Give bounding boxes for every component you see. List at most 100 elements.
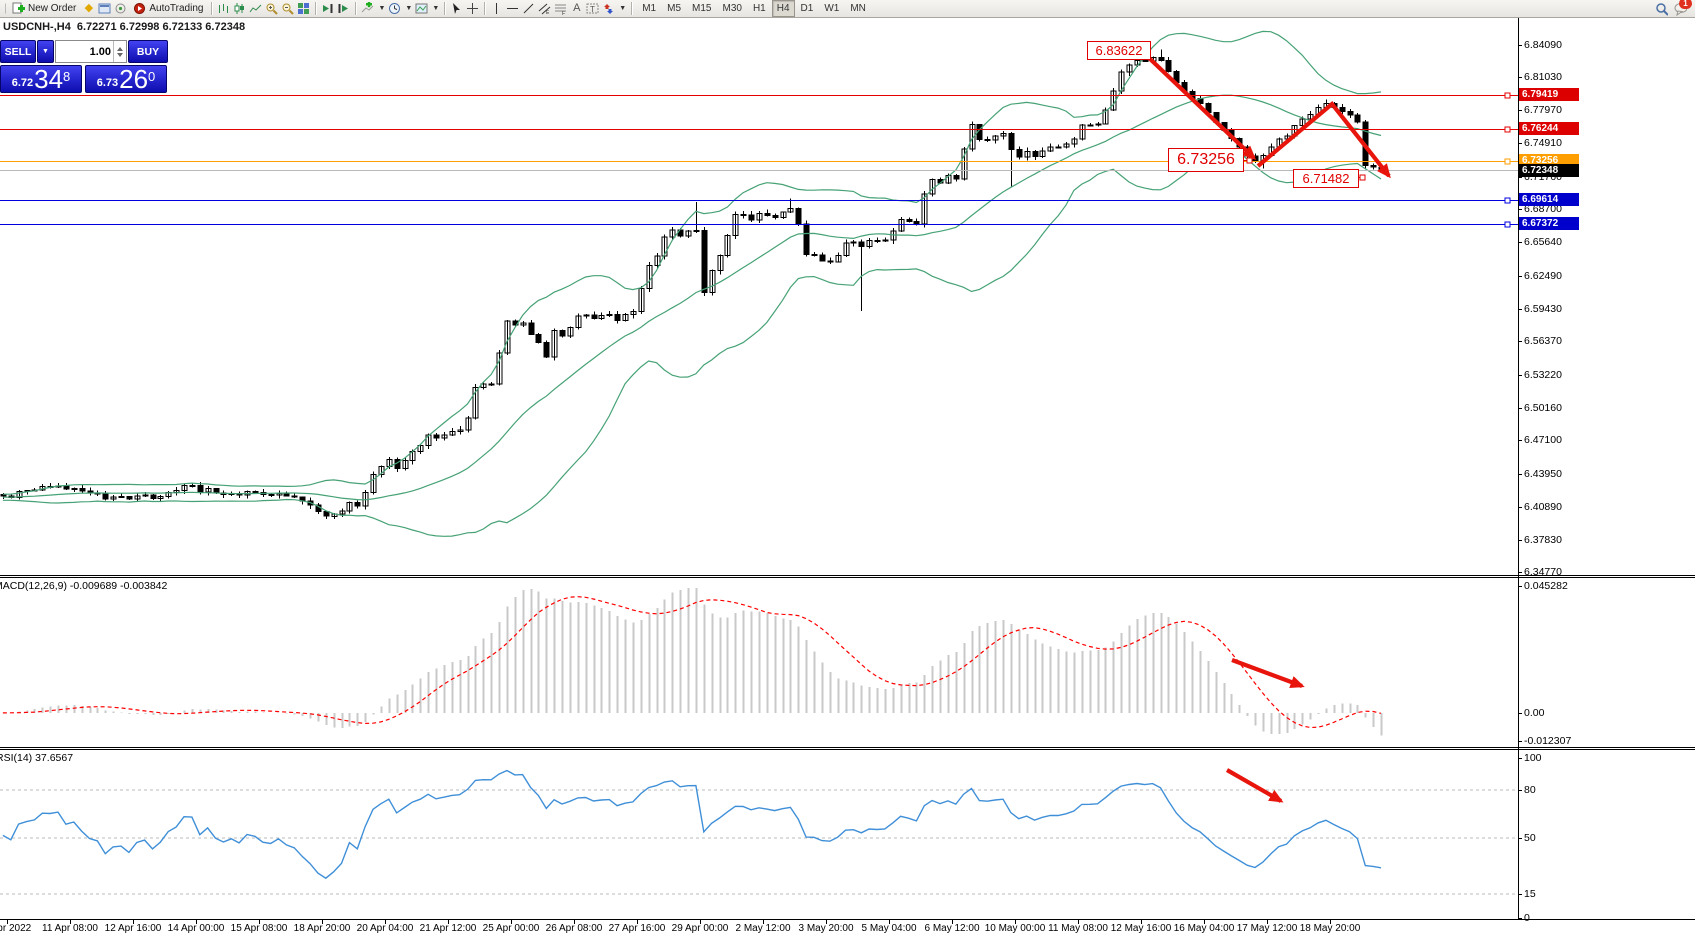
text-tool-icon[interactable]: A	[573, 2, 581, 14]
arrows-tool-icon[interactable]	[602, 2, 615, 15]
templates-icon[interactable]	[415, 2, 428, 15]
chart-line-icon[interactable]	[249, 2, 262, 15]
templates-caret[interactable]: ▼	[432, 5, 440, 12]
price-axis-label: 6.43950	[1524, 468, 1562, 481]
tab-timeframe-w1[interactable]: W1	[824, 3, 840, 14]
autotrading-button[interactable]: AutoTrading	[130, 1, 206, 16]
spin-down-icon[interactable]	[117, 52, 123, 57]
time-axis-label: 27 Apr 16:00	[608, 923, 666, 934]
tab-timeframe-m1[interactable]: M1	[642, 3, 657, 14]
rsi-axis-label: 0	[1524, 912, 1530, 924]
sell-price-big: 34	[34, 64, 64, 94]
symbol-header: USDCNH-,H4 6.72271 6.72998 6.72133 6.7234…	[3, 21, 251, 33]
indicators-caret[interactable]: ▼	[378, 5, 386, 12]
tab-timeframe-m15[interactable]: M15	[692, 3, 712, 14]
chart-bars-icon[interactable]	[217, 2, 230, 15]
tab-timeframe-h1[interactable]: H1	[752, 3, 766, 14]
auto-scroll-icon[interactable]	[321, 2, 334, 15]
cursor-icon[interactable]	[450, 2, 463, 15]
time-axis-label: 16 May 04:00	[1173, 923, 1235, 934]
macd-pane-label: MACD(12,26,9) -0.009689 -0.003842	[0, 580, 168, 592]
periods-icon[interactable]	[388, 2, 401, 15]
order-options-caret[interactable]: ▼	[37, 40, 54, 63]
buy-price-big: 26	[119, 64, 149, 94]
zoom-in-icon[interactable]	[265, 2, 279, 15]
horizontal-line-tool-icon[interactable]	[506, 2, 519, 15]
fibonacci-icon[interactable]: F	[554, 2, 567, 15]
separator	[315, 2, 317, 15]
equidistant-channel-icon[interactable]: E	[538, 2, 551, 15]
toolbar: New Order ◆ AutoTrading ▼ ▼ ▼ E F A T ▼ …	[0, 0, 1695, 18]
tab-timeframe-m5[interactable]: M5	[667, 3, 682, 14]
time-axis-label: 8 Apr 2022	[0, 923, 32, 934]
price-axis-label: 6.74910	[1524, 136, 1562, 149]
autotrading-label: AutoTrading	[149, 3, 204, 14]
price-annotation: 6.71482	[1293, 169, 1359, 188]
time-axis-label: 2 May 12:00	[735, 923, 791, 934]
price-axis-label: 6.37830	[1524, 533, 1562, 546]
zoom-out-icon[interactable]	[281, 2, 295, 15]
price-annotation: 6.73256	[1168, 148, 1244, 172]
trendline-tool-icon[interactable]	[522, 2, 535, 15]
spin-up-icon[interactable]	[117, 46, 123, 51]
svg-text:E: E	[546, 10, 550, 15]
time-axis-label: 18 Apr 20:00	[293, 923, 351, 934]
time-axis-label: 26 Apr 08:00	[545, 923, 603, 934]
time-axis-label: 21 Apr 12:00	[419, 923, 477, 934]
price-axis-label: 6.65640	[1524, 236, 1562, 249]
price-level-badge: 6.76244	[1519, 122, 1579, 136]
buy-button[interactable]: BUY	[128, 40, 168, 63]
buy-price-tile[interactable]: 6.73 26 0	[85, 65, 167, 93]
time-axis-label: 15 Apr 08:00	[230, 923, 288, 934]
new-order-button[interactable]: New Order	[9, 1, 79, 16]
chart-shift-icon[interactable]	[337, 2, 350, 15]
candles-layer	[0, 49, 1385, 520]
macd-histogram-layer	[2, 588, 1383, 736]
time-axis-label: 10 May 00:00	[984, 923, 1046, 934]
sell-button[interactable]: SELL	[0, 40, 36, 63]
price-axis-label: 6.40890	[1524, 500, 1562, 513]
tab-timeframe-mn[interactable]: MN	[850, 3, 866, 14]
tab-timeframe-m30[interactable]: M30	[722, 3, 742, 14]
toolbar-right-group: 1	[1655, 0, 1695, 16]
macd-axis-label: -0.012307	[1524, 735, 1572, 747]
volume-spinner[interactable]	[113, 41, 126, 62]
signal-icon[interactable]	[114, 2, 127, 15]
indicators-icon[interactable]	[361, 2, 374, 15]
chart-candles-icon[interactable]	[233, 2, 246, 15]
symbol-name: USDCNH-,H4	[3, 21, 71, 33]
tab-timeframe-d1[interactable]: D1	[800, 3, 814, 14]
svg-text:F: F	[562, 11, 565, 15]
mql-diamond-icon[interactable]: ◆	[84, 2, 94, 14]
rsi-axis-label: 50	[1524, 832, 1536, 844]
chat-icon[interactable]: 1	[1674, 0, 1692, 16]
time-axis-label: 18 May 20:00	[1299, 923, 1361, 934]
svg-text:T: T	[590, 5, 595, 14]
volume-input[interactable]: 1.00	[55, 40, 127, 63]
arrows-caret[interactable]: ▼	[619, 5, 627, 12]
price-axis-label: 6.56370	[1524, 335, 1562, 348]
price-axis-label: 6.34770	[1524, 566, 1562, 579]
separator	[211, 2, 213, 15]
search-icon[interactable]	[1655, 2, 1668, 16]
crosshair-icon[interactable]	[466, 2, 479, 15]
price-axis-label: 6.84090	[1524, 38, 1562, 51]
rsi-axis-label: 15	[1524, 888, 1536, 900]
price-axis-label: 6.53220	[1524, 369, 1562, 381]
price-axis-label: 6.81030	[1524, 71, 1562, 84]
text-label-tool-icon[interactable]: T	[586, 2, 599, 15]
periods-caret[interactable]: ▼	[405, 5, 413, 12]
frame-layer	[0, 17, 1695, 924]
tab-timeframe-h4[interactable]: H4	[771, 0, 795, 17]
market-icon[interactable]	[98, 2, 111, 15]
volume-value[interactable]: 1.00	[89, 45, 111, 58]
sell-price-tile[interactable]: 6.72 34 8	[0, 65, 82, 93]
vertical-line-tool-icon[interactable]	[490, 2, 503, 15]
price-level-badge: 6.67372	[1519, 217, 1579, 231]
bollinger-bands-layer	[2, 30, 1382, 537]
tile-windows-icon[interactable]	[297, 2, 310, 15]
time-axis-label: 6 May 12:00	[924, 923, 980, 934]
sell-price-sup: 8	[63, 69, 71, 84]
trend-arrow	[1146, 55, 1257, 161]
